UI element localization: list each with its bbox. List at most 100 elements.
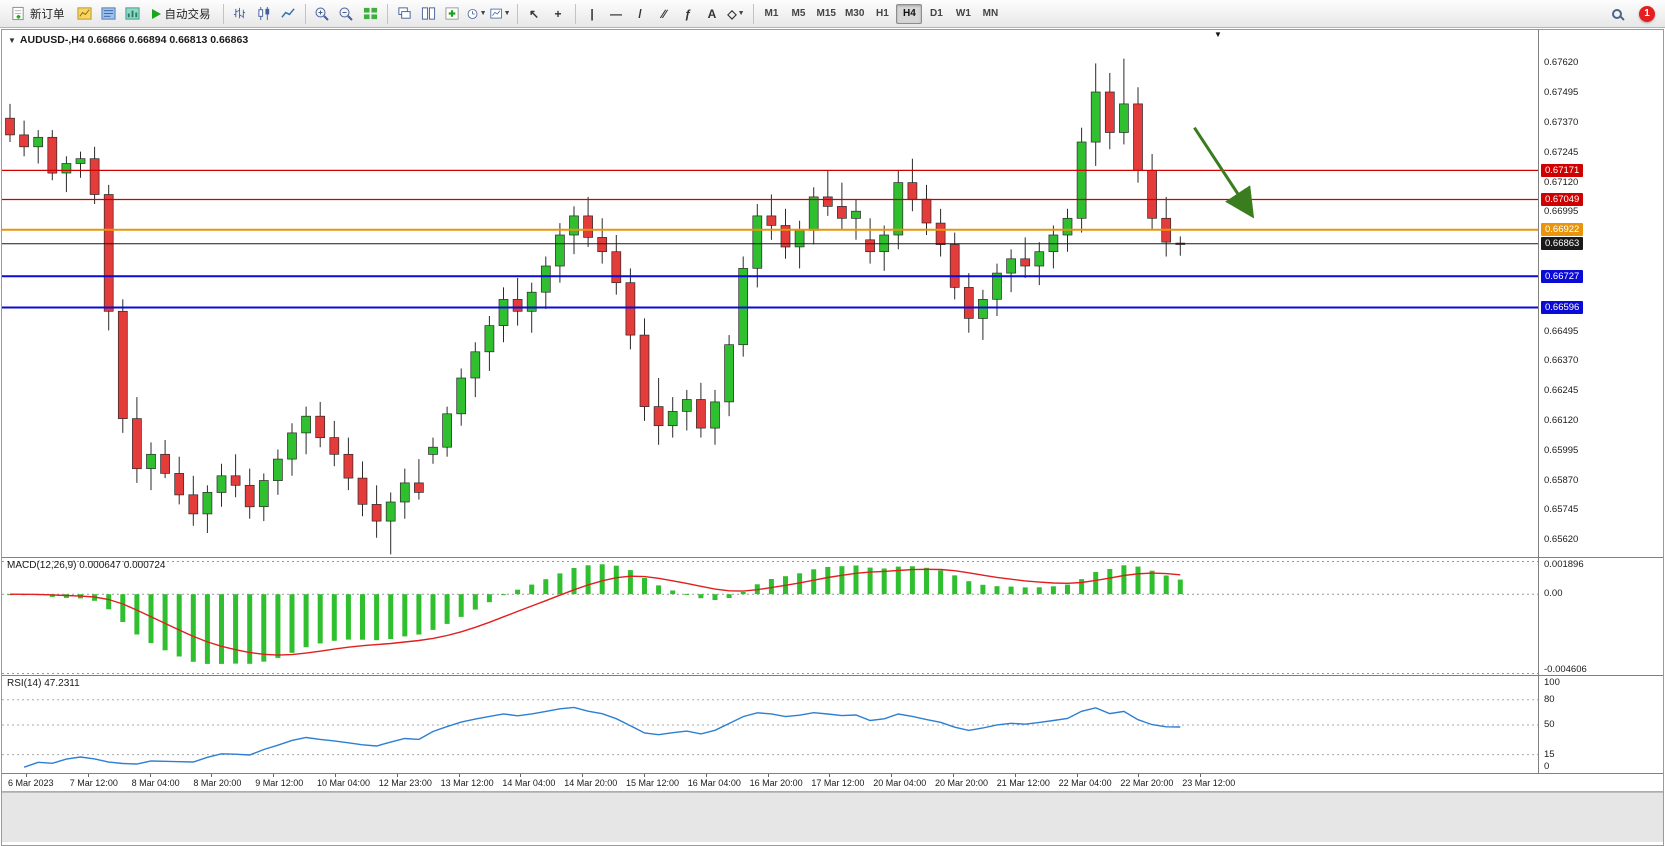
time-label: 13 Mar 12:00 [440, 778, 494, 788]
time-label: 9 Mar 12:00 [255, 778, 304, 788]
macd-histogram-bar [120, 594, 126, 622]
macd-histogram-bar [839, 566, 845, 595]
chart-dropdown-icon[interactable]: ▼ [8, 35, 16, 45]
zoom-out-icon[interactable] [335, 3, 358, 25]
candle [907, 158, 918, 212]
chart-shift-marker-icon[interactable]: ▼ [1214, 30, 1222, 39]
bar-chart-icon[interactable] [229, 3, 252, 25]
price-axis[interactable]: 0.67620 0.67495 0.67370 0.67245 0.67120 0.669… [1538, 30, 1663, 557]
macd-histogram-bar [233, 594, 239, 664]
macd-histogram-bar [402, 594, 408, 637]
macd-histogram-bar [740, 592, 746, 595]
candle [597, 218, 608, 264]
candle [19, 120, 29, 157]
macd-histogram-bar [599, 564, 605, 595]
horizontal-line-tool-icon[interactable]: — [610, 6, 622, 21]
candle [780, 208, 791, 259]
macd-histogram-bar [825, 567, 831, 595]
trendline-tool-icon[interactable]: / [638, 6, 642, 21]
market-watch-icon[interactable] [121, 3, 144, 25]
candle [893, 170, 904, 250]
candle [696, 382, 706, 438]
tile-windows-icon[interactable] [359, 3, 382, 25]
tab-timeframe-m1[interactable]: M1 [759, 4, 785, 24]
macd-pane[interactable]: MACD(12,26,9) 0.000647 0.000724 0.001896… [2, 558, 1663, 676]
period-dropdown-icon[interactable]: ▼ [465, 3, 488, 25]
tab-timeframe-m30[interactable]: M30 [841, 4, 868, 24]
macd-histogram-bar [458, 594, 464, 617]
time-label: 14 Mar 20:00 [564, 778, 618, 788]
play-icon [151, 8, 161, 19]
line-chart-icon[interactable] [277, 3, 300, 25]
candle [1006, 249, 1016, 293]
macd-histogram-bar [557, 573, 563, 595]
tab-timeframe-h4[interactable]: H4 [896, 3, 923, 24]
tab-timeframe-m15[interactable]: M15 [813, 4, 840, 24]
zoom-in-icon[interactable] [311, 3, 334, 25]
notification-badge[interactable]: 1 [1639, 5, 1655, 22]
shapes-tool-icon[interactable]: ◇ ▼ [725, 3, 748, 25]
cascade-windows-icon[interactable] [393, 3, 416, 25]
candle [822, 170, 833, 216]
candle [1119, 58, 1129, 145]
price-tick: 0.66995 [1544, 206, 1579, 218]
macd-histogram-bar [515, 589, 521, 595]
tab-timeframe-m5[interactable]: M5 [786, 4, 812, 24]
price-pane[interactable]: ▼ AUDUSD-,H4 0.66866 0.66894 0.66813 0.6… [2, 30, 1663, 558]
time-axis[interactable]: 6 Mar 2023 7 Mar 12:00 8 Mar 04:00 8 Mar 20… [2, 774, 1663, 792]
rsi-tick: 80 [1544, 693, 1555, 705]
rsi-plot [2, 676, 1538, 773]
macd-histogram-bar [162, 594, 168, 651]
tile-vertical-icon[interactable] [417, 3, 440, 25]
search-icon[interactable] [1605, 3, 1628, 25]
macd-histogram-bar [261, 594, 267, 662]
time-label: 7 Mar 12:00 [69, 778, 118, 788]
time-tick [211, 774, 213, 777]
channel-tool-icon[interactable]: ∕∕ [661, 6, 666, 21]
time-tick [1200, 774, 1202, 777]
status-area [2, 792, 1663, 842]
template-dropdown-icon[interactable]: ▼ [489, 3, 512, 25]
tab-timeframe-h1[interactable]: H1 [869, 4, 895, 24]
time-label: 21 Mar 12:00 [996, 778, 1050, 788]
new-indicator-icon[interactable] [441, 3, 464, 25]
candle [273, 449, 283, 495]
new-order-button[interactable]: 新订单 [4, 3, 72, 25]
profiles-icon[interactable] [97, 3, 120, 25]
macd-histogram-bar [317, 594, 323, 644]
text-tool-icon[interactable]: A [707, 6, 717, 21]
macd-histogram-bar [219, 594, 224, 664]
crosshair-icon[interactable]: + [554, 6, 562, 21]
candle [865, 218, 875, 264]
candle [808, 187, 819, 245]
chart-symbol-header[interactable]: ▼ AUDUSD-,H4 0.66866 0.66894 0.66813 0.6… [8, 34, 248, 46]
price-line-label-pivot: 0.66922 [1541, 223, 1584, 237]
toolbar: 新订单 自动交易 ▼ [0, 0, 1665, 28]
tab-timeframe-d1[interactable]: D1 [923, 4, 949, 24]
rsi-line [23, 706, 1181, 768]
macd-histogram-bar [1022, 587, 1028, 595]
candle [540, 256, 551, 309]
candle [1133, 87, 1143, 183]
macd-histogram-bar [938, 570, 944, 595]
candle [428, 437, 438, 464]
macd-histogram-bar [712, 594, 718, 600]
annotation-arrow[interactable] [1193, 126, 1255, 219]
macd-histogram-bar [952, 575, 958, 595]
tab-timeframe-mn[interactable]: MN [977, 4, 1003, 24]
rsi-tick: 0 [1544, 761, 1550, 773]
vertical-line-tool-icon[interactable]: | [590, 6, 594, 21]
candlestick-chart-icon[interactable] [253, 3, 276, 25]
auto-trading-button[interactable]: 自动交易 [145, 3, 218, 25]
macd-histogram-bar [980, 584, 986, 595]
cursor-icon[interactable]: ↖ [528, 6, 540, 21]
macd-histogram-bar [1121, 565, 1127, 595]
candlestick-plot[interactable] [2, 30, 1538, 557]
fibonacci-tool-icon[interactable]: ƒ [684, 6, 692, 21]
time-label: 20 Mar 20:00 [935, 778, 989, 788]
time-label: 23 Mar 12:00 [1182, 778, 1236, 788]
new-chart-icon[interactable] [73, 3, 96, 25]
tab-timeframe-w1[interactable]: W1 [950, 4, 976, 24]
macd-histogram-bar [388, 594, 394, 639]
rsi-pane[interactable]: RSI(14) 47.2311 100 80 50 15 0 [2, 676, 1663, 774]
